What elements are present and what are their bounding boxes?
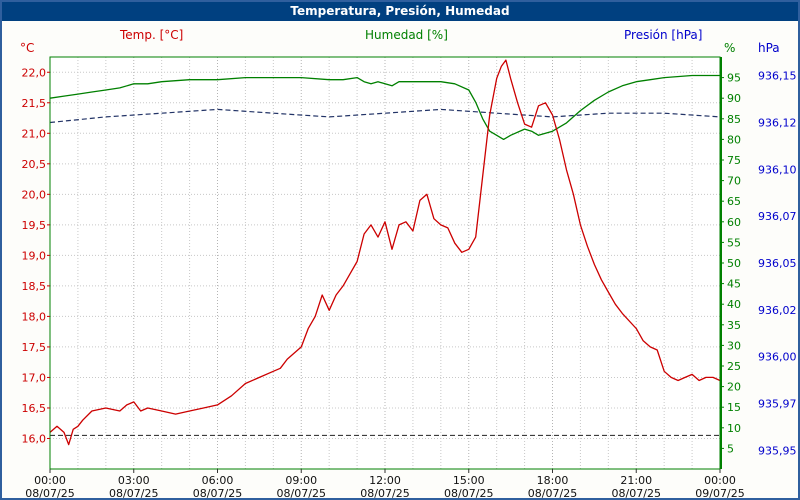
- svg-text:08/07/25: 08/07/25: [193, 487, 242, 500]
- svg-text:80: 80: [727, 133, 741, 146]
- svg-text:08/07/25: 08/07/25: [444, 487, 493, 500]
- svg-text:5: 5: [727, 442, 734, 455]
- svg-text:45: 45: [727, 278, 741, 291]
- legend-humidity-label: Humedad [%]: [365, 28, 448, 42]
- svg-text:08/07/25: 08/07/25: [25, 487, 74, 500]
- svg-text:65: 65: [727, 195, 741, 208]
- svg-text:18:00: 18:00: [537, 474, 569, 487]
- svg-text:16,0: 16,0: [22, 432, 47, 445]
- svg-text:935,95: 935,95: [758, 444, 797, 457]
- svg-text:15:00: 15:00: [453, 474, 485, 487]
- svg-text:12:00: 12:00: [369, 474, 401, 487]
- svg-text:75: 75: [727, 154, 741, 167]
- svg-text:936,05: 936,05: [758, 257, 797, 270]
- svg-text:30: 30: [727, 339, 741, 352]
- svg-text:21:00: 21:00: [620, 474, 652, 487]
- svg-text:18,0: 18,0: [22, 310, 47, 323]
- svg-text:40: 40: [727, 298, 741, 311]
- svg-text:16,5: 16,5: [22, 402, 47, 415]
- svg-text:936,15: 936,15: [758, 70, 797, 83]
- svg-text:09/07/25: 09/07/25: [695, 487, 744, 500]
- legend-temp-label: Temp. [°C]: [120, 28, 184, 42]
- title-bar: Temperatura, Presión, Humedad: [2, 2, 798, 21]
- svg-text:08/07/25: 08/07/25: [528, 487, 577, 500]
- svg-text:21,5: 21,5: [22, 97, 47, 110]
- svg-text:35: 35: [727, 319, 741, 332]
- svg-text:22,0: 22,0: [22, 66, 47, 79]
- svg-text:50: 50: [727, 257, 741, 270]
- svg-text:85: 85: [727, 113, 741, 126]
- svg-text:18,5: 18,5: [22, 280, 47, 293]
- svg-text:55: 55: [727, 236, 741, 249]
- humidity-axis-unit: %: [724, 41, 736, 55]
- svg-text:03:00: 03:00: [118, 474, 150, 487]
- svg-text:936,10: 936,10: [758, 163, 797, 176]
- svg-text:936,12: 936,12: [758, 117, 797, 130]
- legend-pressure-label: Presión [hPa]: [624, 28, 703, 42]
- svg-text:08/07/25: 08/07/25: [612, 487, 661, 500]
- svg-text:08/07/25: 08/07/25: [109, 487, 158, 500]
- svg-text:17,0: 17,0: [22, 371, 47, 384]
- svg-text:08/07/25: 08/07/25: [360, 487, 409, 500]
- svg-text:19,5: 19,5: [22, 219, 47, 232]
- pressure-axis-unit: hPa: [758, 41, 780, 55]
- svg-text:20: 20: [727, 381, 741, 394]
- chart-title: Temperatura, Presión, Humedad: [290, 4, 510, 18]
- svg-text:06:00: 06:00: [202, 474, 234, 487]
- svg-text:09:00: 09:00: [285, 474, 317, 487]
- temp-axis-unit: °C: [20, 41, 35, 55]
- svg-text:935,97: 935,97: [758, 397, 797, 410]
- svg-text:936,02: 936,02: [758, 304, 797, 317]
- svg-text:00:00: 00:00: [704, 474, 736, 487]
- svg-text:20,0: 20,0: [22, 188, 47, 201]
- svg-text:90: 90: [727, 92, 741, 105]
- svg-text:17,5: 17,5: [22, 341, 47, 354]
- svg-text:21,0: 21,0: [22, 127, 47, 140]
- svg-text:00:00: 00:00: [34, 474, 66, 487]
- svg-text:08/07/25: 08/07/25: [277, 487, 326, 500]
- svg-text:95: 95: [727, 72, 741, 85]
- svg-text:10: 10: [727, 422, 741, 435]
- svg-text:936,00: 936,00: [758, 351, 797, 364]
- svg-text:25: 25: [727, 360, 741, 373]
- svg-text:60: 60: [727, 216, 741, 229]
- svg-text:19,0: 19,0: [22, 249, 47, 262]
- svg-text:15: 15: [727, 401, 741, 414]
- svg-text:936,07: 936,07: [758, 210, 797, 223]
- svg-text:20,5: 20,5: [22, 158, 47, 171]
- svg-text:70: 70: [727, 175, 741, 188]
